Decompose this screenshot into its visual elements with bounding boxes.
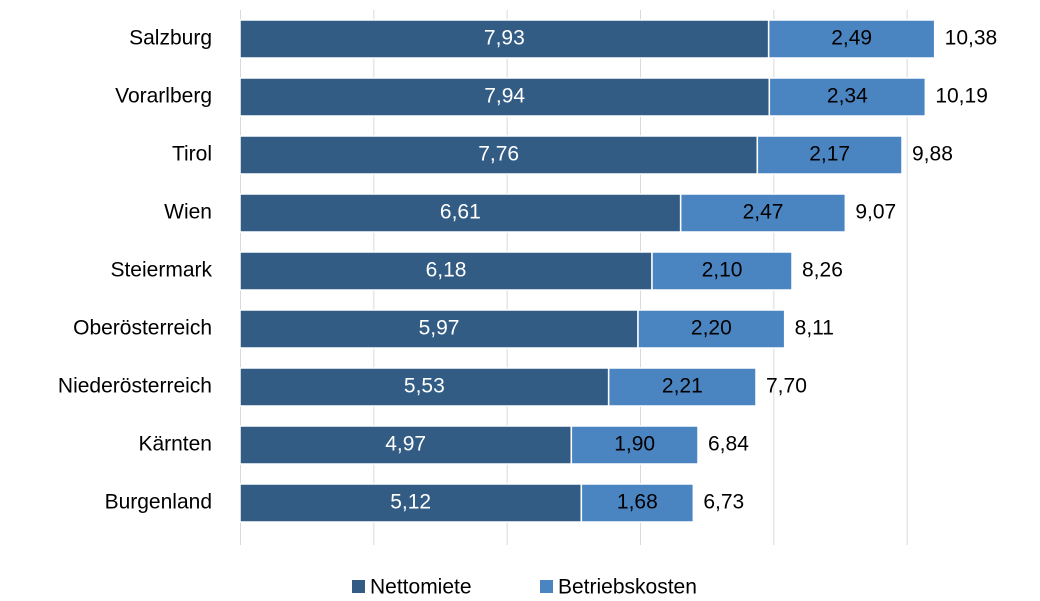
bar-segment (768, 77, 927, 117)
total-label: 8,26 (802, 259, 843, 282)
bar-segment (580, 483, 695, 523)
total-label: 9,88 (912, 143, 953, 166)
value-label: 7,76 (478, 143, 519, 166)
legend-swatch (352, 580, 365, 593)
value-label: 6,61 (440, 201, 481, 224)
category-label: Niederösterreich (58, 375, 212, 398)
legend-swatch (540, 580, 553, 593)
total-label: 6,84 (708, 433, 749, 456)
category-label: Burgenland (105, 491, 212, 514)
total-label: 7,70 (766, 375, 807, 398)
value-label: 7,94 (484, 85, 525, 108)
category-label: Oberösterreich (73, 317, 212, 340)
value-label: 2,20 (691, 317, 732, 340)
category-label: Salzburg (129, 27, 212, 50)
category-label: Kärnten (138, 433, 212, 456)
legend-label: Betriebskosten (558, 576, 697, 599)
value-label: 2,47 (743, 201, 784, 224)
value-label: 2,34 (827, 85, 868, 108)
bar-segment (679, 193, 847, 233)
value-label: 1,68 (617, 491, 658, 514)
value-label: 7,93 (484, 27, 525, 50)
bar-segment (239, 251, 653, 291)
bar-segment (756, 135, 903, 175)
category-label: Wien (164, 201, 212, 224)
category-label: Tirol (172, 143, 212, 166)
value-label: 4,97 (385, 433, 426, 456)
total-label: 6,73 (703, 491, 744, 514)
total-label: 8,11 (795, 317, 834, 340)
bar-segment (239, 367, 610, 407)
value-label: 2,17 (809, 143, 850, 166)
bar-segment (767, 19, 936, 59)
bar-segment (239, 135, 759, 175)
bar-segment (607, 367, 757, 407)
bar-segment (239, 193, 682, 233)
category-label: Vorarlberg (115, 85, 212, 108)
bar-segment (570, 425, 699, 465)
total-label: 10,19 (935, 85, 988, 108)
bar-segment (239, 19, 770, 59)
value-label: 6,18 (426, 259, 467, 282)
value-label: 5,97 (419, 317, 460, 340)
bar-segment (637, 309, 786, 349)
value-label: 5,12 (390, 491, 431, 514)
value-label: 2,10 (702, 259, 743, 282)
bar-segment (239, 309, 639, 349)
value-label: 1,90 (614, 433, 655, 456)
bar-segment (239, 483, 583, 523)
total-label: 10,38 (945, 27, 998, 50)
value-label: 2,21 (662, 375, 703, 398)
bar-segment (651, 251, 793, 291)
value-label: 5,53 (404, 375, 445, 398)
value-label: 2,49 (831, 27, 872, 50)
category-label: Steiermark (110, 259, 212, 282)
legend-label: Nettomiete (370, 576, 472, 599)
total-label: 9,07 (855, 201, 896, 224)
